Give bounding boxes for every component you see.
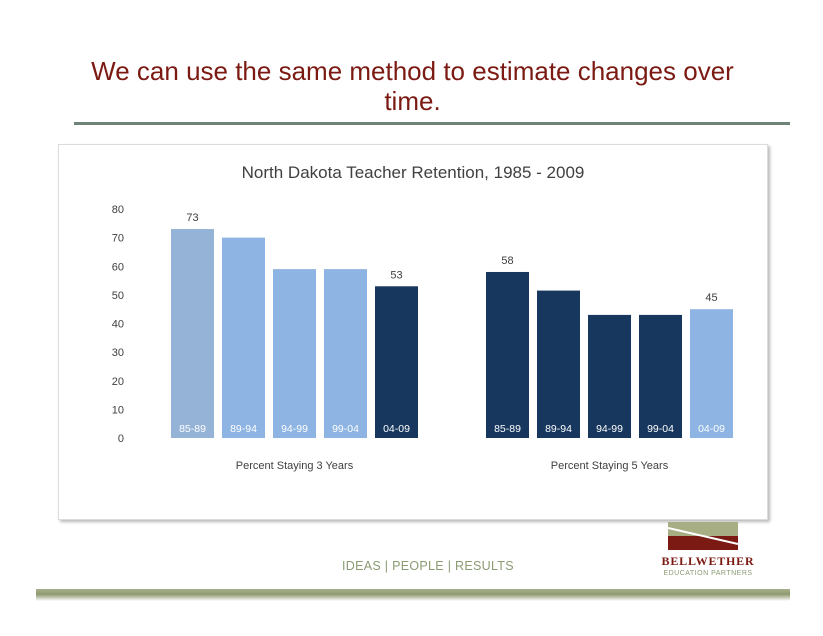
logo-mark-icon (668, 522, 739, 550)
title-divider (74, 122, 790, 125)
bar (486, 271, 529, 438)
y-tick-label: 40 (112, 319, 124, 331)
group-label: Percent Staying 5 Years (551, 460, 669, 472)
footer-tagline: IDEAS | PEOPLE | RESULTS (342, 559, 514, 573)
bar (537, 290, 580, 438)
bar-category-label: 99-04 (332, 423, 359, 435)
bar (324, 269, 367, 438)
y-tick-label: 10 (112, 404, 124, 416)
bar (375, 286, 418, 438)
bar-category-label: 89-94 (230, 423, 257, 435)
bar-category-label: 99-04 (647, 423, 674, 435)
bar-category-label: 89-94 (545, 423, 572, 435)
chart-svg: North Dakota Teacher Retention, 1985 - 2… (112, 163, 733, 472)
bar-category-label: 04-09 (698, 423, 725, 435)
bar (222, 237, 265, 438)
bar-category-label: 94-99 (596, 423, 623, 435)
bar (171, 229, 214, 438)
bar-value-label: 53 (390, 269, 402, 281)
group-label: Percent Staying 3 Years (236, 460, 354, 472)
bar-category-label: 04-09 (383, 423, 410, 435)
chart-panel: North Dakota Teacher Retention, 1985 - 2… (58, 144, 768, 520)
logo-subtitle: EDUCATION PARTNERS (663, 570, 753, 577)
y-tick-label: 60 (112, 261, 124, 273)
bar (690, 309, 733, 438)
y-tick-label: 80 (112, 204, 124, 216)
slide-title: We can use the same method to estimate c… (91, 56, 734, 116)
chart-title: North Dakota Teacher Retention, 1985 - 2… (242, 163, 585, 182)
bar-value-label: 58 (501, 255, 513, 267)
y-tick-label: 70 (112, 233, 124, 245)
bar-value-label: 73 (186, 212, 198, 224)
bar (639, 314, 682, 438)
footer-bar (36, 589, 790, 601)
y-tick-label: 30 (112, 347, 124, 359)
bellwether-logo: BELLWETHER EDUCATION PARTNERS (658, 520, 758, 582)
y-tick-label: 0 (118, 433, 124, 445)
bar (273, 269, 316, 438)
y-tick-label: 50 (112, 290, 124, 302)
logo-name: BELLWETHER (661, 554, 755, 568)
bar-value-label: 45 (705, 292, 717, 304)
bar-category-label: 85-89 (494, 423, 521, 435)
bar-category-label: 85-89 (179, 423, 206, 435)
bar-category-label: 94-99 (281, 423, 308, 435)
y-tick-label: 20 (112, 376, 124, 388)
bar (588, 314, 631, 438)
